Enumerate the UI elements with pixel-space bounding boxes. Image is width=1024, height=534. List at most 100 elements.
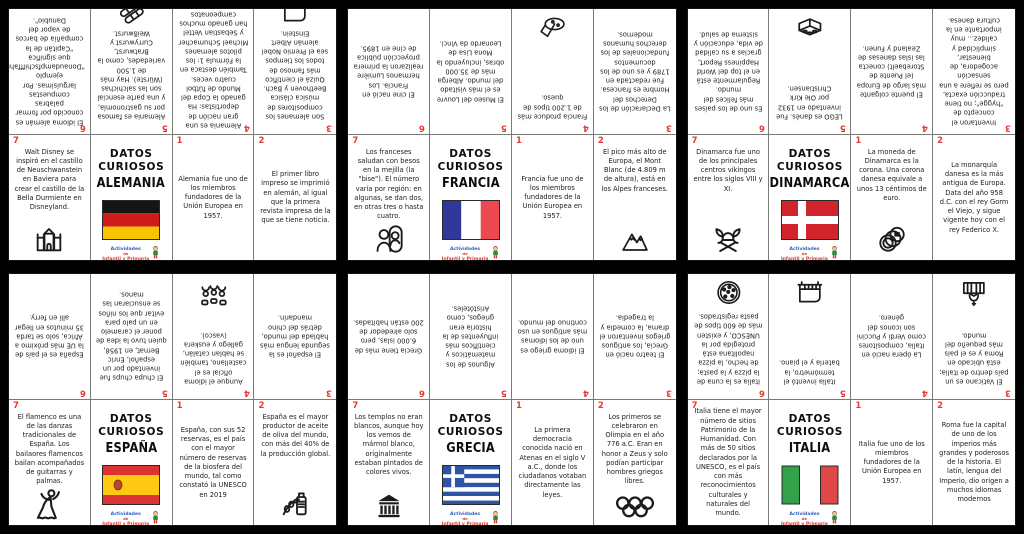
cover-title: ALEMANIA [97, 175, 166, 191]
panel-cell: 2 La monarquía danesa es la más antigua d… [933, 135, 1015, 261]
panel-number: 3 [326, 387, 333, 398]
fact-text: Italia fue uno de los miembros fundadore… [858, 439, 925, 485]
cover-kicker-line1: DATOS [788, 412, 832, 425]
minibook-sheet-alemania: 6 El idioma alemán es conocido por formar… [8, 8, 338, 261]
publisher-logo: Actividades de Infantil y Primaria [781, 244, 839, 260]
fact-text: Italia es la cuna de la pizza y la pasta… [693, 312, 763, 386]
panel-cell: 2 El pico más alto de Europa, el Mont Bla… [594, 135, 676, 261]
logo-line1: Actividades [449, 246, 481, 252]
pizza-icon [714, 279, 742, 307]
panel-cell: 6 El idioma alemán es conocido por formar… [9, 9, 91, 135]
fact-text: Aunque el idioma oficial es el castellan… [180, 331, 247, 386]
france-flag [441, 199, 500, 244]
panel-number: 6 [79, 387, 86, 398]
panel-cell: DATOS CURIOSOS GRECIA Actividades de Infantil… [430, 399, 512, 526]
fact-text: Walt Disney se inspiró en el castillo de… [14, 147, 85, 212]
publisher-logo-text: Actividades de Infantil y Primaria [781, 512, 828, 525]
minibook-sheet-españa: 6 España es el país de la UE más próximo … [8, 273, 338, 526]
italy-flag [781, 465, 839, 509]
panel-cell: 6 Es uno de los países más felices del mu… [687, 9, 770, 135]
viking-icon [711, 221, 745, 255]
publisher-logo-text: Actividades de Infantil y Primaria [442, 247, 489, 260]
fact-panel-6: 6 Grecia tiene más de 6.000 islas, pero s… [348, 274, 429, 399]
panel-number: 4 [582, 122, 589, 133]
fact-text: Inventaron el concepto de "hygge"; no ti… [939, 16, 1009, 127]
panel-cell: 7 El flamenco es una de las danzas tradic… [9, 399, 91, 526]
spain-flag [102, 464, 161, 509]
publisher-logo: Actividades de Infantil y Primaria [102, 509, 160, 525]
panel-cell: DATOS CURIOSOS DINAMARCA Actividades de Infan… [769, 134, 852, 260]
fact-panel-5: 5 El Museo del Louvre es el más visitado … [430, 9, 511, 134]
panel-cell: 5 Alemania es famosa por su gastronomía, … [90, 9, 173, 135]
logo-line2: de [462, 251, 468, 257]
fact-text: La primera democracia conocida nació en … [518, 425, 587, 499]
logo-line3: Infantil y Primaria [102, 257, 150, 260]
panel-cell: 2 España es el mayor productor de aceite … [254, 400, 336, 526]
fact-text: El flamenco es una de las danzas tradici… [14, 412, 85, 486]
cover-title: DINAMARCA [769, 175, 850, 191]
panel-cell: 4 Alemania es una gran nación de deportis… [172, 9, 255, 135]
olympic-rings-icon [615, 494, 655, 520]
minibook-sheet-grecia: 6 Grecia tiene más de 6.000 islas, pero s… [347, 273, 677, 526]
panel-cell: DATOS CURIOSOS FRANCIA Actividades de Infanti… [430, 134, 512, 260]
logo-line1: Actividades [110, 246, 141, 252]
fact-text: El idioma alemán es conocido por formar … [9, 16, 85, 127]
fact-panel-4: 4 Aunque el idioma oficial es el castella… [173, 274, 254, 399]
cover-kicker-line2: CURIOSOS [437, 426, 504, 439]
panel-cell: 5 LEGO es danés. Fue inventado en 1932 po… [769, 9, 852, 135]
panel-number: 6 [758, 387, 765, 398]
fact-panel-7: 7 El flamenco es una de las danzas tradic… [9, 400, 90, 526]
fact-text: El idioma griego es uno de los idiomas m… [517, 318, 588, 355]
panel-cell: DATOS CURIOSOS ITALIA Actividades de Infantil… [769, 399, 852, 525]
mascot-icon [491, 509, 500, 525]
logo-line3: Infantil y Primaria [780, 257, 828, 260]
panel-cell: 1 La moneda de Dinamarca es la corona. Un… [851, 134, 934, 260]
panel-number: 7 [13, 400, 19, 411]
panel-cell: 2 El primer libro impreso se imprimió en … [254, 135, 336, 261]
panel-cell: 1 La primera democracia conocida nació en… [512, 399, 594, 525]
panel-cell: 5 El Museo del Louvre es el más visitado … [430, 9, 512, 135]
minibook-sheet-francia: 6 El cine nació en Francia. Los hermanos … [347, 8, 677, 261]
panel-cell: 1 Italia fue uno de los miembros fundador… [851, 399, 934, 525]
panel-cell: 6 España es el país de la UE más próximo … [9, 274, 91, 400]
fact-text: Dinamarca fue uno de los principales cen… [693, 147, 763, 193]
logo-line3: Infantil y Primaria [102, 522, 150, 525]
fact-text: El español es la segunda lengua más habl… [260, 313, 331, 359]
fact-text: El pico más alto de Europa, el Mont Blan… [601, 147, 668, 193]
logo-line2: de [123, 516, 129, 522]
fact-text: La Declaración de los Derechos del Hombr… [598, 30, 671, 113]
panel-number: 1 [176, 400, 183, 411]
panel-cell: 5 Italia inventó el termómetro, la baterí… [769, 274, 852, 400]
fact-panel-3: 3 El Vaticano es un país dentro de Italia… [933, 274, 1015, 399]
panel-number: 2 [597, 400, 604, 411]
cover-panel-grecia: DATOS CURIOSOS GRECIA Actividades de Infantil… [430, 400, 511, 526]
fact-panel-4: 4 El puente colgante más largo de Europa … [851, 9, 932, 134]
fact-panel-7: 7 Dinamarca fue uno de los principales ce… [688, 135, 769, 261]
panel-number: 4 [922, 387, 929, 398]
cover-kicker-line1: DATOS [449, 147, 492, 160]
fact-panel-7: 7 Los franceses saludan con besos en la m… [348, 135, 429, 261]
fact-panel-7: 7 Los templos no eran blancos, aunque hoy… [348, 400, 429, 526]
panel-number: 7 [13, 135, 19, 146]
fact-text: Francia produce más de 1.200 tipos de qu… [517, 94, 588, 121]
panel-number: 2 [937, 400, 944, 411]
panel-number: 5 [501, 122, 507, 133]
panel-number: 4 [243, 387, 250, 398]
fact-text: Italia inventó el termómetro, la batería… [779, 359, 841, 386]
panel-number: 2 [258, 400, 265, 411]
panel-number: 7 [352, 135, 359, 146]
fact-panel-7: 7 Italia tiene el mayor número de sitios … [688, 400, 769, 526]
panel-cell: 4 El puente colgante más largo de Europa … [851, 9, 934, 135]
fact-text: Es uno de los países más felices del mun… [693, 30, 763, 113]
mascot-icon [151, 244, 160, 260]
fact-text: España es el país de la UE más próximo a… [14, 313, 85, 359]
fact-panel-6: 6 El idioma alemán es conocido por formar… [9, 9, 90, 134]
denmark-flag [780, 199, 839, 244]
panel-number: 5 [161, 387, 168, 398]
panel-number: 6 [758, 122, 765, 133]
panel-cell: 7 Los franceses saludan con besos en la m… [348, 134, 431, 261]
fact-text: Grecia tiene más de 6.000 islas, pero so… [353, 318, 425, 355]
panel-cell: DATOS CURIOSOS ESPAÑA Actividades de Infantil… [91, 399, 173, 525]
talk-icon [195, 279, 231, 309]
fact-panel-4: 4 Alemania es una gran nación de deportis… [173, 9, 254, 134]
